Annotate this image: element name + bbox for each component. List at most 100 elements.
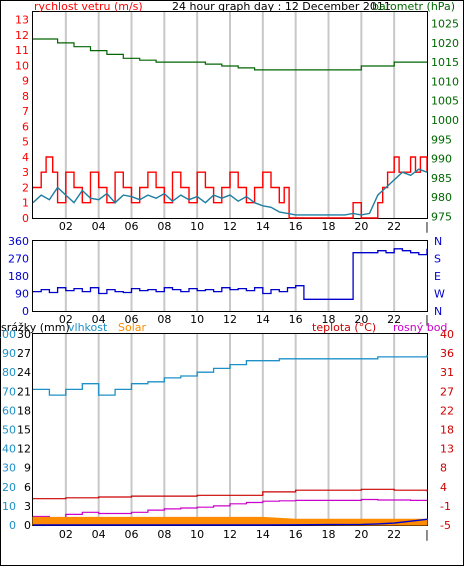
pressure-tick-label: 1010 <box>431 75 459 88</box>
rain-tick-label: 21 <box>17 385 31 398</box>
p2-x-tick-label: 08 <box>157 313 171 326</box>
p3-x-tick-label: 14 <box>256 528 270 541</box>
compass-tick-label: W <box>434 288 445 301</box>
pressure-tick-label: 995 <box>431 133 452 146</box>
p3-x-tick-label: 08 <box>157 528 171 541</box>
humidity-series-line <box>33 355 428 396</box>
temperature-axis-label: teplota (°C) <box>312 321 376 334</box>
wind-speed-series-line <box>33 156 428 219</box>
direction-degree-tick-label: 180 <box>8 270 29 283</box>
wind-speed-tick-label: 2 <box>22 181 29 194</box>
temperature-humidity-panel: srážky (mm) vlhkost Solar teplota (°C) r… <box>0 321 454 541</box>
wind-speed-tick-label: 0 <box>22 212 29 225</box>
direction-degree-tick-label: 90 <box>15 288 29 301</box>
p2-x-end-tick: | <box>425 313 429 326</box>
p3-x-tick-label: 02 <box>59 528 73 541</box>
solar-axis-label: Solar <box>118 321 147 334</box>
p1-x-tick-label: 12 <box>223 220 237 233</box>
direction-degree-tick-label: 0 <box>22 305 29 318</box>
p3-x-tick-label: 04 <box>92 528 106 541</box>
pressure-tick-label: 1020 <box>431 37 459 50</box>
direction-degree-tick-label: 360 <box>8 235 29 248</box>
rain-tick-label: 27 <box>17 347 31 360</box>
wind-speed-axis-label: rychlost vetru (m/s) <box>34 0 143 13</box>
wind-speed-tick-label: 6 <box>22 120 29 133</box>
rain-tick-label: 6 <box>24 481 31 494</box>
p3-x-tick-label: 06 <box>125 528 139 541</box>
compass-tick-label: N <box>434 305 442 318</box>
wind-speed-tick-label: 7 <box>22 105 29 118</box>
rain-tick-label: 30 <box>17 328 31 341</box>
rain-axis-label: srážky (mm) <box>1 321 70 334</box>
humidity-tick-label: 60 <box>2 404 16 417</box>
rain-tick-label: 0 <box>24 519 31 532</box>
p3-x-tick-label: 22 <box>387 528 401 541</box>
pressure-tick-label: 980 <box>431 191 452 204</box>
p2-x-tick-label: 04 <box>92 313 106 326</box>
temperature-series-line <box>33 488 428 500</box>
pressure-tick-label: 1025 <box>431 18 459 31</box>
pressure-tick-label: 1000 <box>431 114 459 127</box>
p1-x-end-tick: | <box>425 220 429 233</box>
pressure-tick-label: 990 <box>431 153 452 166</box>
temperature-tick-label: 18 <box>440 424 454 437</box>
p1-x-tick-label: 08 <box>157 220 171 233</box>
p1-x-tick-label: 22 <box>387 220 401 233</box>
humidity-tick-label: 30 <box>2 462 16 475</box>
humidity-axis-label: vlhkost <box>68 321 108 334</box>
p2-x-tick-label: 02 <box>59 313 73 326</box>
compass-tick-label: N <box>434 235 442 248</box>
pressure-tick-label: 1005 <box>431 95 459 108</box>
p2-x-tick-label: 14 <box>256 313 270 326</box>
humidity-tick-label: 20 <box>2 481 16 494</box>
humidity-tick-label: 80 <box>2 366 16 379</box>
p2-x-tick-label: 18 <box>322 313 336 326</box>
temperature-tick-label: 40 <box>440 328 454 341</box>
rain-tick-label: 24 <box>17 366 31 379</box>
rain-tick-label: 12 <box>17 443 31 456</box>
temperature-tick-label: 27 <box>440 385 454 398</box>
direction-degree-tick-label: 270 <box>8 253 29 266</box>
p1-x-tick-label: 10 <box>190 220 204 233</box>
rain-tick-label: 18 <box>17 404 31 417</box>
pressure-series-line <box>33 38 427 71</box>
dewpoint-series-line <box>33 498 427 519</box>
p1-x-tick-label: 14 <box>256 220 270 233</box>
p3-x-tick-label: 10 <box>190 528 204 541</box>
pressure-tick-label: 975 <box>431 210 452 223</box>
p2-x-tick-label: 16 <box>289 313 303 326</box>
rain-series-line <box>33 518 428 526</box>
temperature-tick-label: 22 <box>440 404 454 417</box>
wind-speed-tick-label: 11 <box>15 44 29 57</box>
p2-x-tick-label: 06 <box>125 313 139 326</box>
humidity-tick-label: 10 <box>2 500 16 513</box>
p3-x-tick-label: 16 <box>289 528 303 541</box>
temperature-tick-label: 8 <box>440 462 447 475</box>
wind-pressure-panel: rychlost vetru (m/s) 24 hour graph day :… <box>15 0 459 233</box>
wind-speed-tick-label: 1 <box>22 197 29 210</box>
compass-tick-label: E <box>434 270 441 283</box>
p3-x-tick-label: 18 <box>322 528 336 541</box>
wind-speed-tick-label: 13 <box>15 14 29 27</box>
humidity-tick-label: 0 <box>9 519 16 532</box>
p3-x-tick-label: 12 <box>223 528 237 541</box>
p3-x-tick-label: 20 <box>354 528 368 541</box>
humidity-tick-label: 70 <box>2 385 16 398</box>
humidity-tick-label: 40 <box>2 443 16 456</box>
wind-speed-tick-label: 10 <box>15 59 29 72</box>
humidity-tick-label: 90 <box>2 347 16 360</box>
p2-x-tick-label: 10 <box>190 313 204 326</box>
temperature-tick-label: 4 <box>440 481 447 494</box>
graph-title: 24 hour graph day : 12 December 2011 <box>172 0 391 13</box>
temperature-tick-label: -1 <box>440 500 451 513</box>
temperature-tick-label: 13 <box>440 443 454 456</box>
p2-x-tick-label: 20 <box>354 313 368 326</box>
solar-series-area <box>32 516 428 526</box>
p1-x-tick-label: 02 <box>59 220 73 233</box>
rain-tick-label: 9 <box>24 462 31 475</box>
compass-tick-label: S <box>434 253 441 266</box>
p1-x-tick-label: 04 <box>92 220 106 233</box>
